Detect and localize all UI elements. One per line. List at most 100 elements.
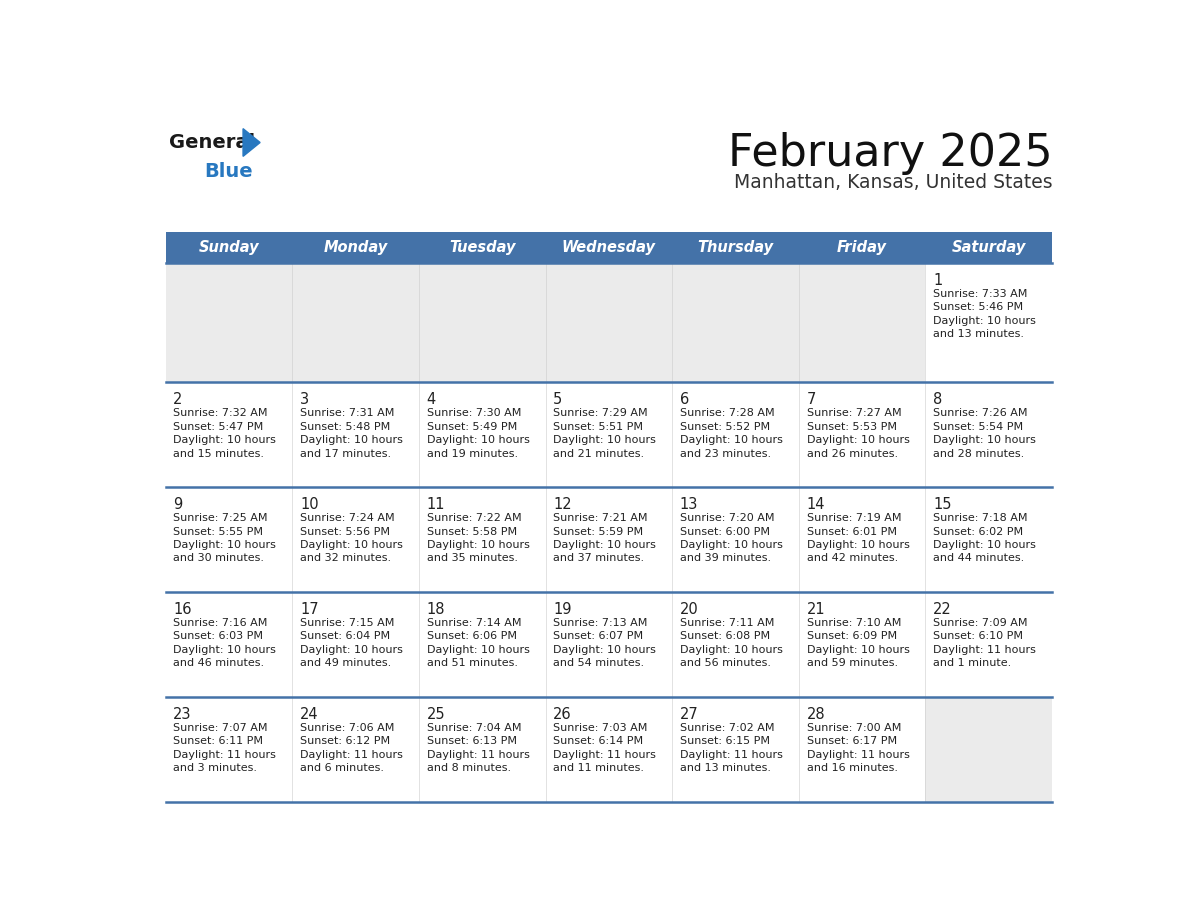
Bar xyxy=(545,263,672,382)
Text: Sunrise: 7:00 AM: Sunrise: 7:00 AM xyxy=(807,722,901,733)
Text: 17: 17 xyxy=(299,602,318,617)
Text: Sunrise: 7:03 AM: Sunrise: 7:03 AM xyxy=(554,722,647,733)
Text: Sunrise: 7:24 AM: Sunrise: 7:24 AM xyxy=(299,513,394,523)
Text: and 44 minutes.: and 44 minutes. xyxy=(934,554,1024,564)
Text: Wednesday: Wednesday xyxy=(562,240,656,254)
Text: Sunset: 5:49 PM: Sunset: 5:49 PM xyxy=(426,421,517,431)
Text: and 13 minutes.: and 13 minutes. xyxy=(680,763,771,773)
Text: Sunrise: 7:18 AM: Sunrise: 7:18 AM xyxy=(934,513,1028,523)
Text: General: General xyxy=(170,133,255,152)
Text: Thursday: Thursday xyxy=(697,240,773,254)
Text: Daylight: 10 hours: Daylight: 10 hours xyxy=(173,645,276,655)
Text: Sunrise: 7:21 AM: Sunrise: 7:21 AM xyxy=(554,513,647,523)
Bar xyxy=(672,382,798,487)
Bar xyxy=(292,263,419,382)
Text: 6: 6 xyxy=(680,392,689,407)
Text: Daylight: 10 hours: Daylight: 10 hours xyxy=(807,435,910,445)
Text: and 17 minutes.: and 17 minutes. xyxy=(299,449,391,459)
Text: Sunrise: 7:16 AM: Sunrise: 7:16 AM xyxy=(173,618,267,628)
Text: Sunset: 6:04 PM: Sunset: 6:04 PM xyxy=(299,632,390,642)
Text: 9: 9 xyxy=(173,497,183,512)
Text: Sunset: 5:59 PM: Sunset: 5:59 PM xyxy=(554,527,644,536)
Text: Sunrise: 7:13 AM: Sunrise: 7:13 AM xyxy=(554,618,647,628)
Bar xyxy=(798,487,925,592)
Text: Daylight: 11 hours: Daylight: 11 hours xyxy=(426,750,530,760)
Text: Sunrise: 7:33 AM: Sunrise: 7:33 AM xyxy=(934,289,1028,298)
Text: Sunset: 5:46 PM: Sunset: 5:46 PM xyxy=(934,302,1023,312)
Text: and 23 minutes.: and 23 minutes. xyxy=(680,449,771,459)
Text: Blue: Blue xyxy=(204,162,253,181)
Bar xyxy=(165,232,1053,263)
Bar xyxy=(419,592,545,697)
Text: Sunset: 6:02 PM: Sunset: 6:02 PM xyxy=(934,527,1023,536)
Bar xyxy=(419,382,545,487)
Text: Sunrise: 7:14 AM: Sunrise: 7:14 AM xyxy=(426,618,522,628)
Text: 28: 28 xyxy=(807,707,826,722)
Text: and 49 minutes.: and 49 minutes. xyxy=(299,658,391,668)
Text: Daylight: 10 hours: Daylight: 10 hours xyxy=(554,645,656,655)
Text: Sunset: 6:15 PM: Sunset: 6:15 PM xyxy=(680,736,770,746)
Text: 15: 15 xyxy=(934,497,952,512)
Text: and 6 minutes.: and 6 minutes. xyxy=(299,763,384,773)
Text: Daylight: 11 hours: Daylight: 11 hours xyxy=(934,645,1036,655)
Text: Sunset: 6:08 PM: Sunset: 6:08 PM xyxy=(680,632,770,642)
Text: Daylight: 11 hours: Daylight: 11 hours xyxy=(807,750,910,760)
Text: Sunset: 5:58 PM: Sunset: 5:58 PM xyxy=(426,527,517,536)
Text: Sunset: 6:09 PM: Sunset: 6:09 PM xyxy=(807,632,897,642)
Bar xyxy=(545,697,672,801)
Text: Daylight: 11 hours: Daylight: 11 hours xyxy=(680,750,783,760)
Text: and 30 minutes.: and 30 minutes. xyxy=(173,554,264,564)
Bar xyxy=(672,487,798,592)
Text: 19: 19 xyxy=(554,602,571,617)
Text: and 28 minutes.: and 28 minutes. xyxy=(934,449,1024,459)
Text: Sunrise: 7:04 AM: Sunrise: 7:04 AM xyxy=(426,722,522,733)
Text: Sunset: 5:53 PM: Sunset: 5:53 PM xyxy=(807,421,897,431)
Bar xyxy=(925,263,1053,382)
Text: Sunset: 5:47 PM: Sunset: 5:47 PM xyxy=(173,421,264,431)
Text: Sunset: 6:03 PM: Sunset: 6:03 PM xyxy=(173,632,264,642)
Text: Sunrise: 7:27 AM: Sunrise: 7:27 AM xyxy=(807,409,902,419)
Bar xyxy=(672,697,798,801)
Text: and 21 minutes.: and 21 minutes. xyxy=(554,449,644,459)
Text: and 42 minutes.: and 42 minutes. xyxy=(807,554,898,564)
Bar xyxy=(292,382,419,487)
Text: 16: 16 xyxy=(173,602,191,617)
Text: and 3 minutes.: and 3 minutes. xyxy=(173,763,258,773)
Text: Sunrise: 7:11 AM: Sunrise: 7:11 AM xyxy=(680,618,775,628)
Text: 23: 23 xyxy=(173,707,191,722)
Text: 14: 14 xyxy=(807,497,826,512)
Text: Sunset: 6:07 PM: Sunset: 6:07 PM xyxy=(554,632,644,642)
Text: Daylight: 11 hours: Daylight: 11 hours xyxy=(554,750,656,760)
Text: Manhattan, Kansas, United States: Manhattan, Kansas, United States xyxy=(733,174,1053,192)
Text: and 59 minutes.: and 59 minutes. xyxy=(807,658,898,668)
Text: Sunset: 5:52 PM: Sunset: 5:52 PM xyxy=(680,421,770,431)
Text: Sunset: 5:54 PM: Sunset: 5:54 PM xyxy=(934,421,1023,431)
Bar xyxy=(798,382,925,487)
Text: 7: 7 xyxy=(807,392,816,407)
Text: Sunset: 5:56 PM: Sunset: 5:56 PM xyxy=(299,527,390,536)
Text: Sunrise: 7:15 AM: Sunrise: 7:15 AM xyxy=(299,618,394,628)
Bar xyxy=(165,487,292,592)
Text: February 2025: February 2025 xyxy=(727,131,1053,174)
Text: Sunset: 6:13 PM: Sunset: 6:13 PM xyxy=(426,736,517,746)
Bar xyxy=(419,263,545,382)
Text: 12: 12 xyxy=(554,497,571,512)
Text: Daylight: 10 hours: Daylight: 10 hours xyxy=(554,435,656,445)
Text: Sunrise: 7:29 AM: Sunrise: 7:29 AM xyxy=(554,409,647,419)
Text: and 15 minutes.: and 15 minutes. xyxy=(173,449,264,459)
Text: Daylight: 11 hours: Daylight: 11 hours xyxy=(173,750,276,760)
Text: and 35 minutes.: and 35 minutes. xyxy=(426,554,518,564)
Polygon shape xyxy=(244,129,260,156)
Text: Daylight: 10 hours: Daylight: 10 hours xyxy=(680,645,783,655)
Text: Sunset: 6:11 PM: Sunset: 6:11 PM xyxy=(173,736,264,746)
Text: 3: 3 xyxy=(299,392,309,407)
Text: Sunset: 6:00 PM: Sunset: 6:00 PM xyxy=(680,527,770,536)
Text: Friday: Friday xyxy=(838,240,887,254)
Text: 8: 8 xyxy=(934,392,942,407)
Text: Sunset: 6:10 PM: Sunset: 6:10 PM xyxy=(934,632,1023,642)
Text: Sunrise: 7:02 AM: Sunrise: 7:02 AM xyxy=(680,722,775,733)
Text: and 26 minutes.: and 26 minutes. xyxy=(807,449,898,459)
Bar xyxy=(672,263,798,382)
Text: Daylight: 10 hours: Daylight: 10 hours xyxy=(934,316,1036,326)
Text: Sunset: 6:12 PM: Sunset: 6:12 PM xyxy=(299,736,390,746)
